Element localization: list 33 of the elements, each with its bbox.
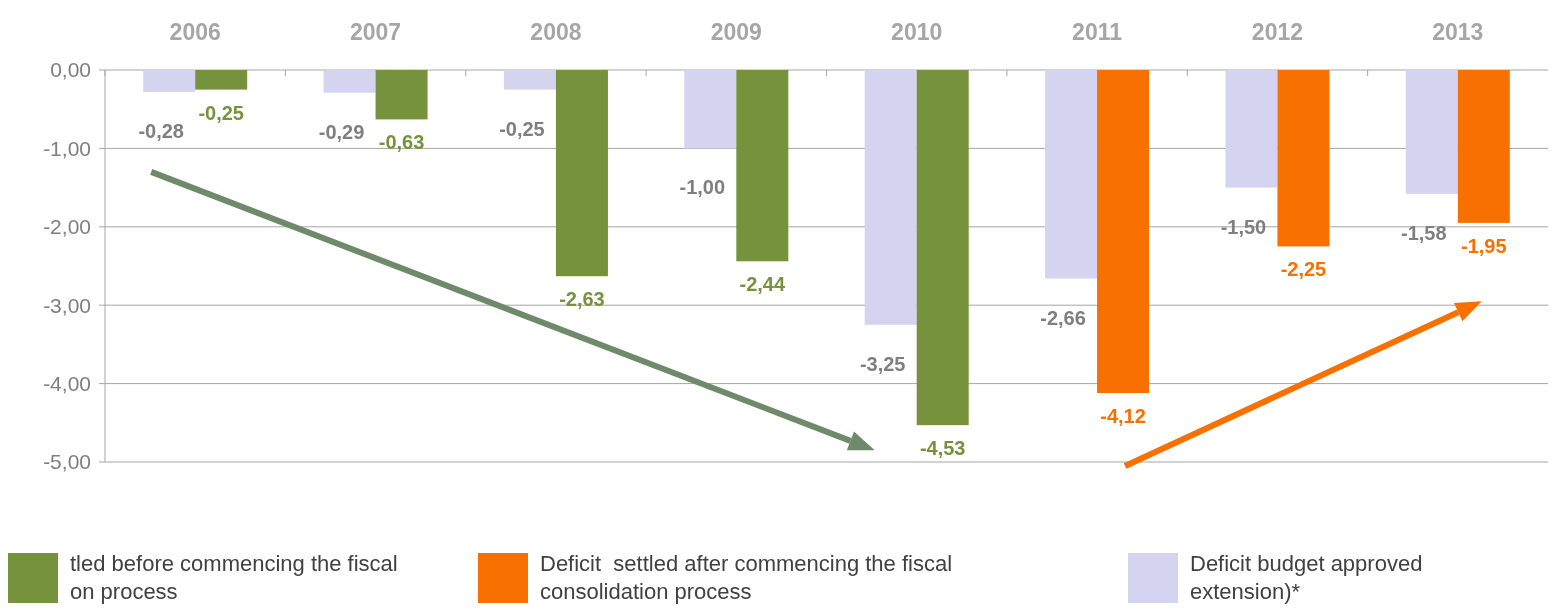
legend-label: Deficit budget approved extension)* (1190, 551, 1423, 604)
x-tick-label: 2010 (891, 19, 943, 45)
x-tick-label: 2013 (1432, 19, 1484, 45)
data-label: -2,44 (739, 273, 786, 296)
y-tick-label: -5,00 (43, 450, 91, 474)
x-tick-label: 2011 (1072, 19, 1123, 45)
y-tick-label: -2,00 (43, 215, 91, 239)
data-label: -3,25 (859, 352, 906, 375)
data-label: -0,29 (318, 120, 365, 143)
data-label: -2,63 (559, 288, 605, 311)
y-tick-label: -1,00 (43, 136, 91, 160)
x-tick-label: 2007 (349, 19, 402, 45)
data-label: -1,00 (679, 176, 726, 199)
data-label: -4,12 (1100, 405, 1146, 428)
legend-label: tled before commencing the fiscal on process (70, 551, 398, 604)
x-tick-label: 2006 (169, 19, 221, 45)
data-label: -0,25 (499, 117, 545, 140)
y-tick-label: -4,00 (43, 371, 91, 395)
y-tick-label: 0,00 (50, 58, 91, 82)
data-label: -1,50 (1220, 215, 1267, 238)
legend-label: Deficit settled after commencing the fiscal consolidation process (540, 551, 953, 604)
data-label: -2,66 (1040, 306, 1086, 329)
data-label: -4,53 (919, 437, 966, 460)
x-tick-label: 2009 (710, 19, 762, 45)
data-label: -0,28 (138, 119, 184, 142)
data-label: -1,95 (1461, 234, 1507, 257)
data-label: -2,25 (1280, 258, 1327, 281)
data-label: -0,63 (378, 131, 425, 154)
data-label: -0,25 (198, 101, 244, 124)
data-label: -1,58 (1401, 221, 1447, 244)
y-tick-label: -3,00 (43, 293, 91, 317)
x-tick-label: 2008 (530, 19, 582, 45)
x-tick-label: 2012 (1251, 19, 1304, 45)
